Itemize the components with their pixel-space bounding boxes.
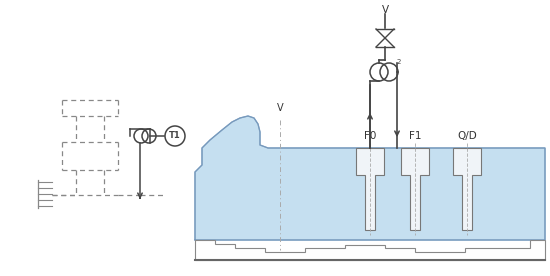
Text: F1: F1 [409,131,421,141]
Polygon shape [195,240,545,260]
Polygon shape [195,116,545,240]
Polygon shape [453,148,481,230]
Text: 2: 2 [397,59,401,65]
Text: V: V [277,103,283,113]
Text: F0: F0 [364,131,376,141]
Text: T1: T1 [169,131,181,140]
Polygon shape [356,148,384,230]
Polygon shape [401,148,429,230]
Text: V: V [382,5,388,15]
Text: Q/D: Q/D [457,131,477,141]
